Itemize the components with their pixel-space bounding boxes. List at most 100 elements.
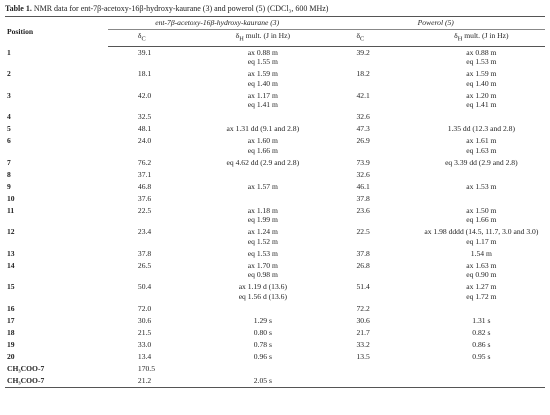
position-cell: 10 <box>7 193 15 203</box>
position-cell: CH₃COO-7 <box>7 364 45 373</box>
carbon-shift: 13.4 <box>137 351 152 361</box>
proton-line: ax 1.31 dd (9.1 and 2.8) <box>226 124 300 134</box>
carbon-shift: 37.6 <box>137 193 152 203</box>
carbon-shift: 46.8 <box>137 181 152 191</box>
carbon-shift: 42.0 <box>137 90 152 100</box>
proton-line: ax 1.70 m <box>247 260 278 270</box>
proton-line: ax 1.53 m <box>466 181 497 191</box>
compound-header: ent-7β-acetoxy-16β-hydroxy-kaurane (3) <box>107 15 327 31</box>
proton-line: eq 1.99 m <box>247 215 278 225</box>
proton-line: ax 0.88 m <box>247 48 278 58</box>
position-cell: 3 <box>7 90 11 100</box>
carbon-shift: 51.4 <box>356 282 370 292</box>
proton-line: eq 0.98 m <box>247 270 278 280</box>
proton-shift: ax 1.63 m eq 0.90 m <box>418 259 545 280</box>
proton-shift: eq 1.53 m <box>199 247 326 259</box>
proton-line: eq 1.66 m <box>247 145 278 155</box>
proton-line: ax 1.20 m <box>466 90 497 100</box>
proton-shift: ax 1.61 m eq 1.63 m <box>418 135 545 156</box>
carbon-shift: 18.2 <box>356 69 370 79</box>
proton-line: 1.35 dd (12.3 and 2.8) <box>447 124 515 134</box>
table-row: 17 30.6 1.29 s 30.6 1.31 s <box>5 314 545 326</box>
proton-line: ax 1.60 m <box>247 136 278 146</box>
proton-shift: eq 4.62 dd (2.9 and 2.8) <box>199 156 326 168</box>
subheader: δC <box>107 29 200 47</box>
table-row: 11 22.5 ax 1.18 m eq 1.99 m 23.6 ax 1.50 m eq … <box>5 205 545 226</box>
proton-line: 1.29 s <box>253 315 272 325</box>
carbon-shift: 32.6 <box>356 169 370 179</box>
proton-line: ax 1.57 m <box>247 181 278 191</box>
proton-line: 0.95 s <box>472 351 491 361</box>
table-row: 14 26.5 ax 1.70 m eq 0.98 m 26.8 ax 1.63 m eq … <box>5 259 545 280</box>
proton-shift <box>418 302 545 314</box>
proton-line: 2.05 s <box>253 376 272 386</box>
proton-shift <box>418 168 545 180</box>
position-header: Position <box>5 16 108 47</box>
carbon-shift: 30.6 <box>137 315 152 325</box>
proton-line: eq 0.90 m <box>466 270 497 280</box>
carbon-shift: 42.1 <box>356 90 370 100</box>
position-cell: 14 <box>7 260 15 270</box>
table-row: 13 37.8 eq 1.53 m 37.8 1.54 m <box>5 247 545 259</box>
proton-line: 0.86 s <box>472 339 491 349</box>
proton-line: 0.80 s <box>253 327 272 337</box>
proton-line: eq 1.40 m <box>247 78 278 88</box>
proton-shift: 0.78 s <box>199 338 326 350</box>
delta-subscript: H <box>457 35 463 43</box>
proton-line: eq 1.17 m <box>466 236 497 246</box>
proton-shift <box>199 193 326 205</box>
table-row: 3 42.0 ax 1.17 m eq 1.41 m 42.1 ax 1.20 m eq 1… <box>5 89 545 110</box>
proton-shift: ax 1.57 m <box>199 180 326 192</box>
proton-line: 0.96 s <box>253 351 272 361</box>
table-row: 1 39.1 ax 0.88 m eq 1.55 m 39.2 ax 0.88 m eq 1… <box>5 46 545 68</box>
proton-shift: 1.31 s <box>418 314 545 326</box>
carbon-shift: 39.2 <box>356 48 370 58</box>
carbon-shift: 50.4 <box>137 282 152 292</box>
proton-line: eq 1.41 m <box>247 100 278 110</box>
proton-shift: ax 1.60 m eq 1.66 m <box>199 135 326 156</box>
proton-line: ax 1.98 dddd (14.5, 11.7, 3.0 and 3.0) <box>424 227 539 237</box>
proton-shift <box>199 302 326 314</box>
position-cell: 4 <box>7 112 11 122</box>
table-row: 4 32.5 32.6 <box>5 111 545 123</box>
proton-shift: 1.29 s <box>199 314 326 326</box>
proton-shift <box>418 193 545 205</box>
carbon-shift: 37.1 <box>137 169 152 179</box>
table-row: 18 21.5 0.80 s 21.7 0.82 s <box>5 326 545 338</box>
table-row: 6 24.0 ax 1.60 m eq 1.66 m 26.9 ax 1.61 m eq 1… <box>5 135 545 156</box>
delta-symbol: δ <box>454 31 458 41</box>
table-row: 2 18.1 ax 1.59 m eq 1.40 m 18.2 ax 1.59 m eq 1… <box>5 68 545 89</box>
carbon-shift: 47.3 <box>356 124 370 134</box>
carbon-shift: 33.0 <box>137 339 152 349</box>
proton-line: ax 1.18 m <box>247 206 278 216</box>
proton-line: eq 1.52 m <box>247 236 278 246</box>
delta-subscript: H <box>239 35 244 43</box>
subheader: δC <box>326 29 418 47</box>
table-row: 9 46.8 ax 1.57 m 46.1 ax 1.53 m <box>5 180 545 192</box>
proton-line: eq 1.63 m <box>466 145 497 155</box>
carbon-shift: 22.5 <box>356 227 370 237</box>
proton-shift: 0.82 s <box>418 326 545 338</box>
caption-label: Table 1. <box>5 4 32 13</box>
nmr-table: Position ent-7β-acetoxy-16β-hydroxy-kaur… <box>5 15 545 388</box>
proton-line: 1.54 m <box>470 248 492 258</box>
proton-line: eq 4.62 dd (2.9 and 2.8) <box>226 157 300 167</box>
position-cell: 19 <box>7 339 15 349</box>
carbon-shift: 37.8 <box>137 248 152 258</box>
carbon-shift: 13.5 <box>356 351 370 361</box>
carbon-shift: 33.2 <box>356 339 370 349</box>
position-cell: 17 <box>7 315 15 325</box>
subheader: δH mult. (J in Hz) <box>199 29 327 47</box>
proton-line: 0.78 s <box>253 339 272 349</box>
table-row: 19 33.0 0.78 s 33.2 0.86 s <box>5 338 545 350</box>
proton-line: ax 1.24 m <box>247 227 278 237</box>
carbon-shift: 21.2 <box>107 374 200 388</box>
proton-shift: ax 1.31 dd (9.1 and 2.8) <box>199 123 326 135</box>
proton-line: 1.31 s <box>472 315 491 325</box>
proton-shift: 0.95 s <box>418 351 545 363</box>
proton-line: ax 1.50 m <box>466 206 497 216</box>
table-row: 8 37.1 32.6 <box>5 168 545 180</box>
proton-shift <box>418 111 545 123</box>
proton-shift <box>199 168 326 180</box>
position-cell: 2 <box>7 69 11 79</box>
